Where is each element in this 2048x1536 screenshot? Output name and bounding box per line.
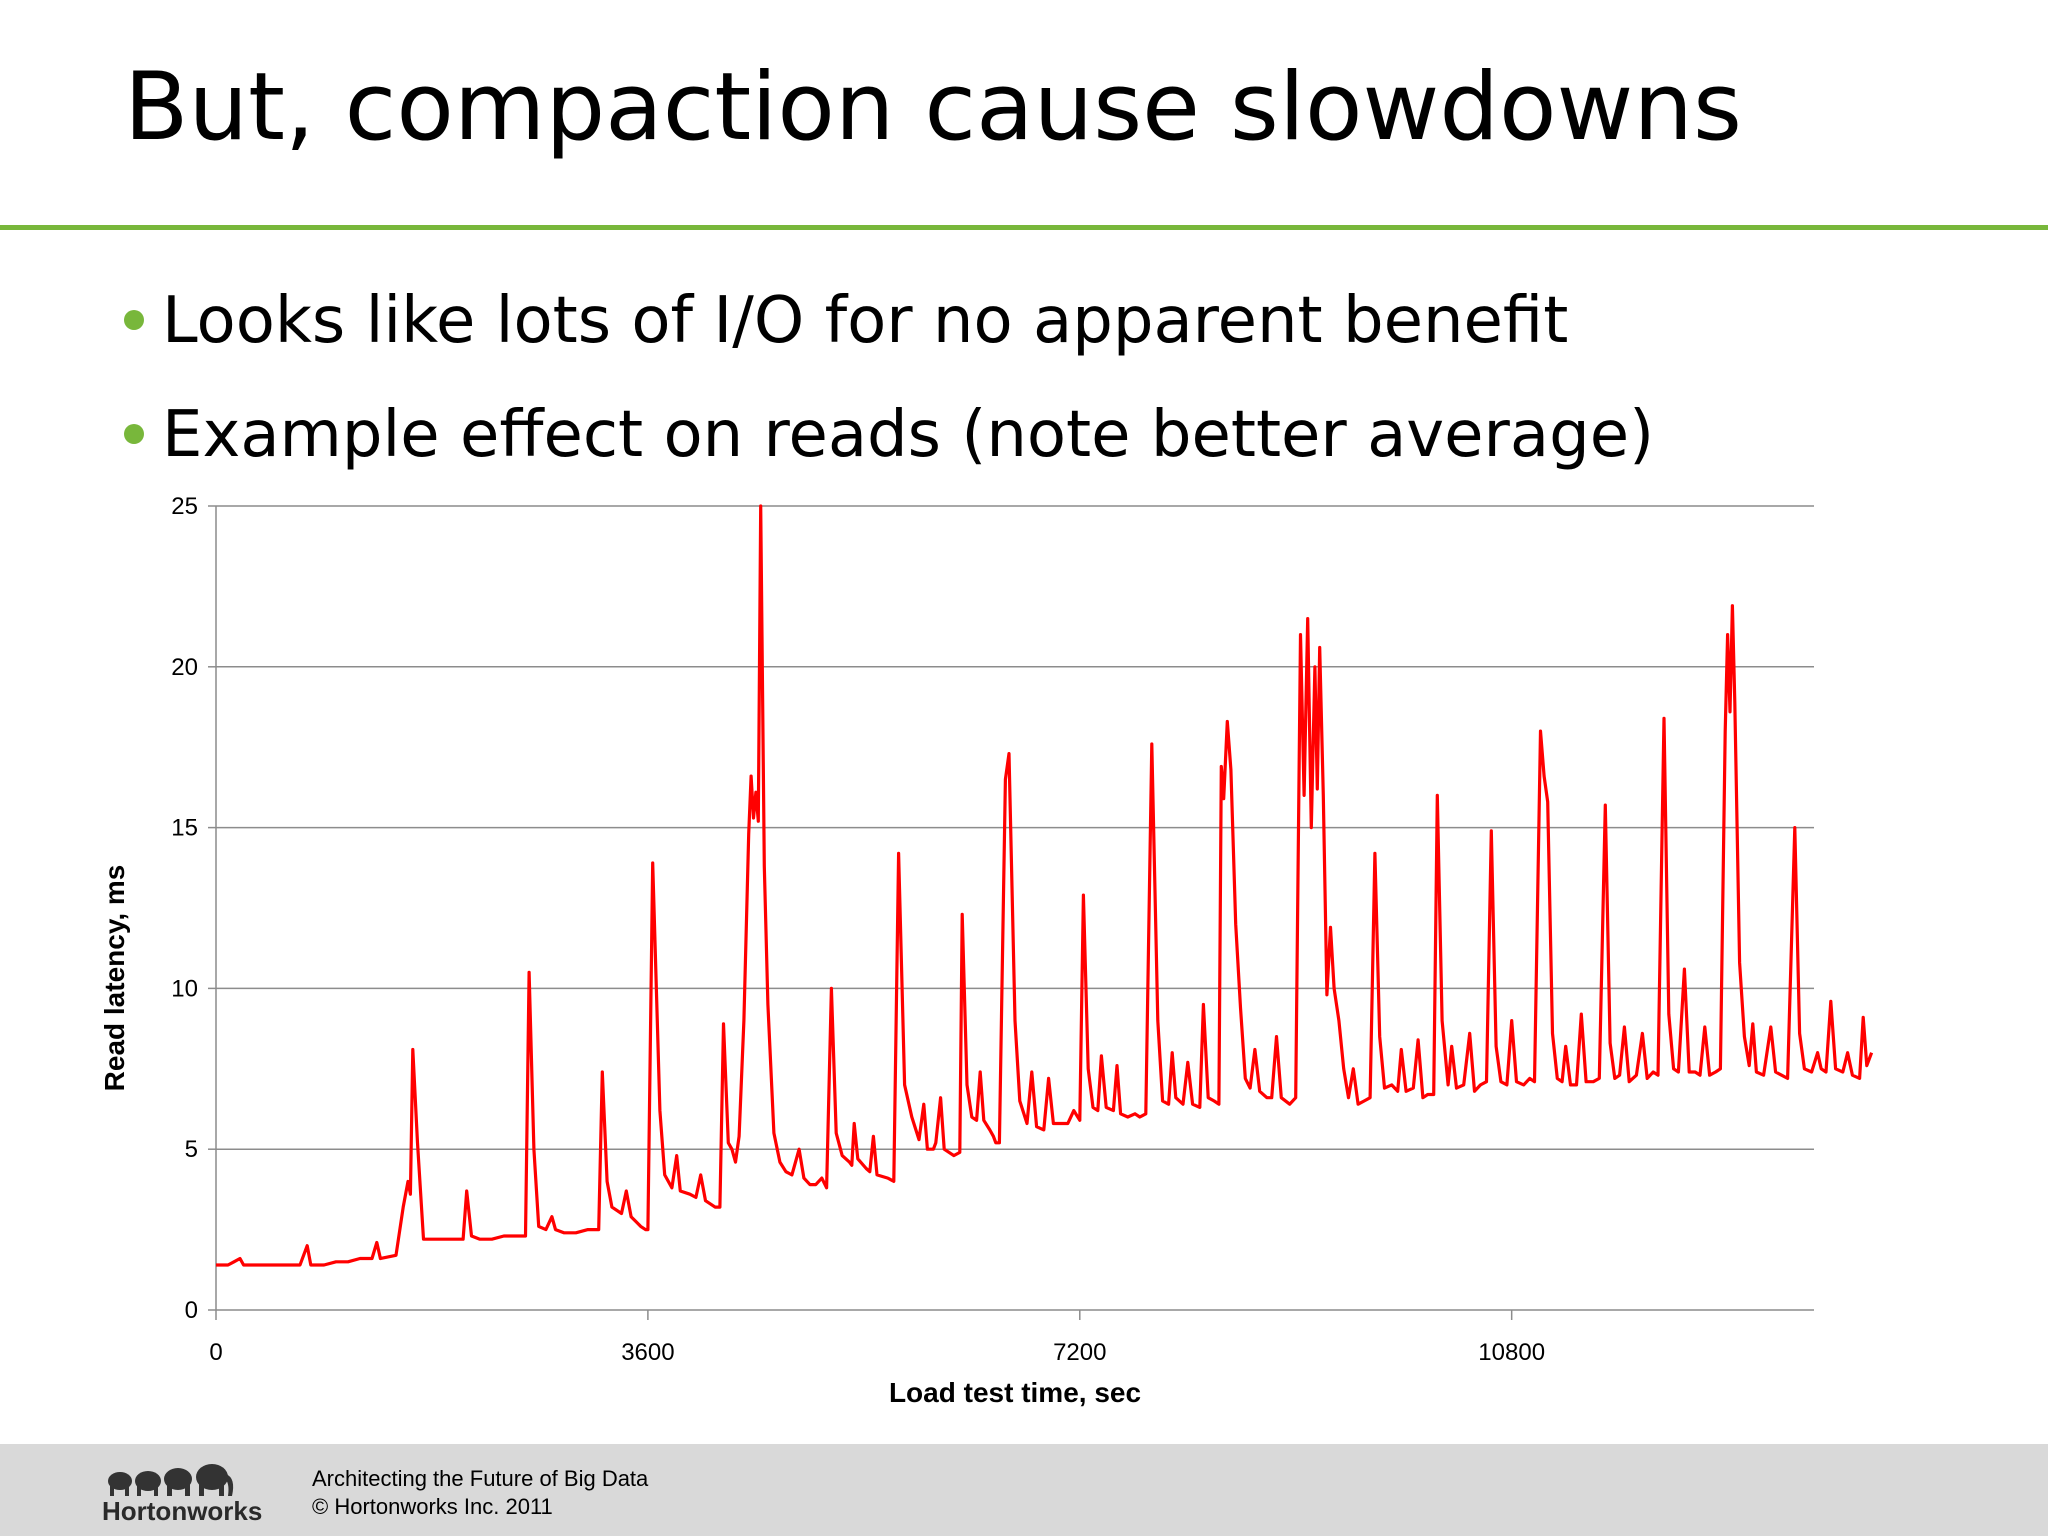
series-layer [216, 504, 1874, 1267]
chart-area: 0 5 10 15 20 25 0 3600 7200 10800 Load test time… [90, 490, 1930, 1440]
bullet-list: Looks like lots of I/O for no apparent b… [124, 276, 1654, 504]
grid-layer [215, 505, 1814, 1311]
latency-chart: 0 5 10 15 20 25 0 3600 7200 10800 Load test time… [99, 493, 1874, 1408]
y-tick-label: 5 [185, 1136, 198, 1163]
y-tick-label: 15 [171, 815, 198, 842]
x-tick-label: 0 [209, 1339, 222, 1366]
bullet-text: Example effect on reads (note better ave… [162, 398, 1655, 472]
y-tick-label: 0 [185, 1297, 198, 1324]
footer-brand: Hortonworks [102, 1496, 263, 1526]
y-axis-ticks: 0 5 10 15 20 25 [171, 493, 216, 1324]
y-tick-label: 10 [171, 975, 198, 1002]
y-tick-label: 25 [171, 493, 198, 520]
title-divider [0, 225, 2048, 230]
bullet-text: Looks like lots of I/O for no apparent b… [162, 284, 1569, 358]
plot-background [216, 506, 1814, 1310]
x-tick-label: 10800 [1478, 1339, 1545, 1366]
footer: Hortonworks Architecting the Future of B… [0, 1444, 2048, 1536]
x-tick-label: 3600 [621, 1339, 674, 1366]
footer-tagline: Architecting the Future of Big Data [312, 1466, 649, 1491]
bullet-item: Looks like lots of I/O for no apparent b… [124, 276, 1654, 390]
y-tick-label: 20 [171, 654, 198, 681]
x-axis-ticks: 0 3600 7200 10800 [209, 1310, 1545, 1366]
bullet-item: Example effect on reads (note better ave… [124, 390, 1654, 504]
x-axis-title: Load test time, sec [889, 1377, 1141, 1408]
hortonworks-logo-icon [108, 1464, 234, 1496]
x-tick-label: 7200 [1053, 1339, 1106, 1366]
bullet-dot-icon [124, 310, 144, 330]
y-axis-title: Read latency, ms [99, 865, 130, 1092]
footer-copyright: © Hortonworks Inc. 2011 [312, 1494, 553, 1519]
slide-title: But, compaction cause slowdowns [124, 53, 1742, 162]
latency-series-line [216, 504, 1874, 1267]
bullet-dot-icon [124, 424, 144, 444]
